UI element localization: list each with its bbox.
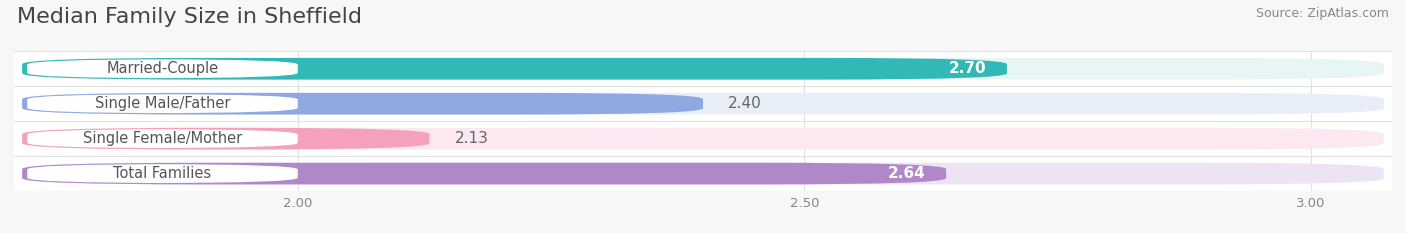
Text: 2.40: 2.40 — [728, 96, 762, 111]
Text: Married-Couple: Married-Couple — [107, 61, 218, 76]
FancyBboxPatch shape — [27, 94, 298, 113]
FancyBboxPatch shape — [22, 128, 429, 150]
FancyBboxPatch shape — [27, 164, 298, 183]
FancyBboxPatch shape — [22, 93, 703, 115]
Text: 2.13: 2.13 — [454, 131, 489, 146]
FancyBboxPatch shape — [27, 59, 298, 78]
Text: 2.70: 2.70 — [949, 61, 987, 76]
Text: Single Female/Mother: Single Female/Mother — [83, 131, 242, 146]
FancyBboxPatch shape — [22, 58, 1384, 80]
Text: 2.64: 2.64 — [889, 166, 927, 181]
FancyBboxPatch shape — [22, 128, 1384, 150]
Text: Single Male/Father: Single Male/Father — [94, 96, 231, 111]
FancyBboxPatch shape — [22, 58, 1007, 80]
Text: Median Family Size in Sheffield: Median Family Size in Sheffield — [17, 7, 361, 27]
FancyBboxPatch shape — [27, 129, 298, 148]
Text: Source: ZipAtlas.com: Source: ZipAtlas.com — [1256, 7, 1389, 20]
FancyBboxPatch shape — [22, 163, 946, 185]
FancyBboxPatch shape — [22, 93, 1384, 115]
Text: Total Families: Total Families — [114, 166, 211, 181]
FancyBboxPatch shape — [22, 163, 1384, 185]
